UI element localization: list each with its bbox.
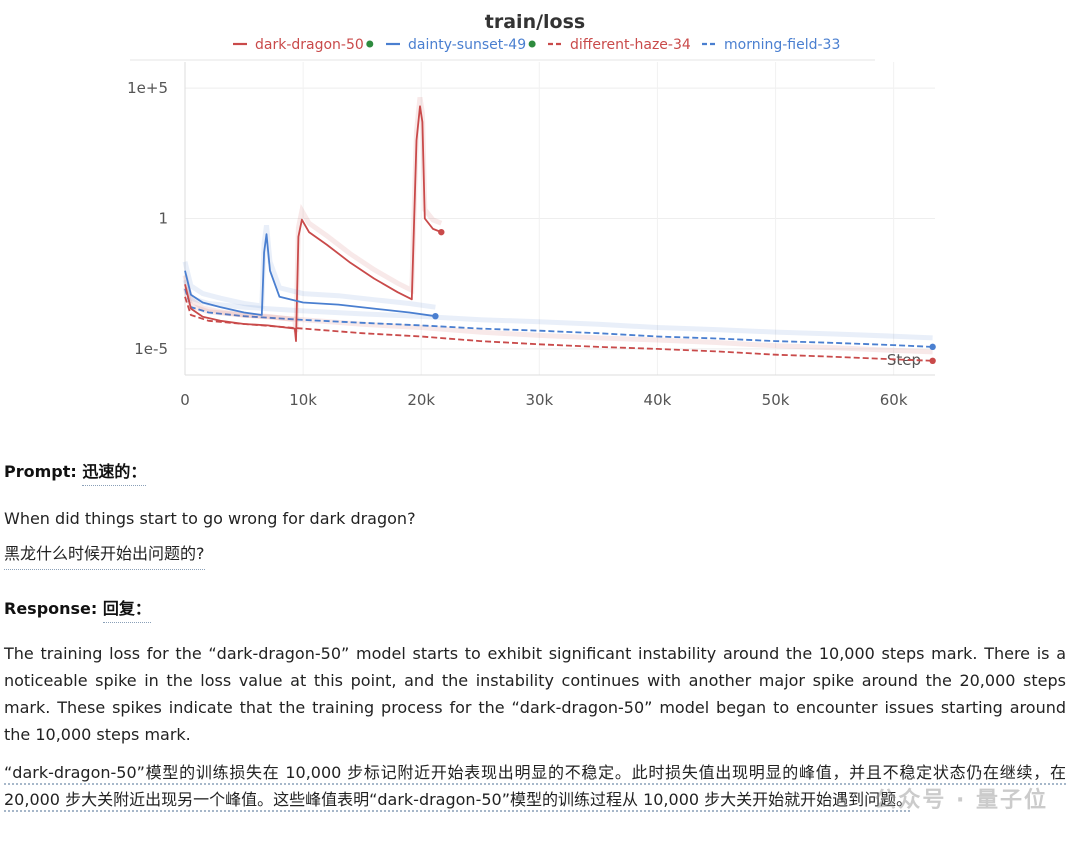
series-line [184,105,442,343]
prompt-label-zh: 迅速的： [82,462,147,486]
x-tick-label: 50k [762,391,790,409]
chart-svg: train/loss dark-dragon-50 dainty-sunset-49… [127,11,936,409]
answer-zh: “dark-dragon-50”模型的训练损失在 10,000 步标记附近开始表… [4,763,1066,809]
y-tick-label: 1 [158,210,168,228]
series-end-point [929,343,936,351]
x-tick-label: 10k [289,391,317,409]
bottom-fade [0,808,1080,843]
legend-label: dainty-sunset-49 [408,37,526,53]
answer-en: The training loss for the “dark-dragon-5… [4,644,1066,744]
x-tick-label: 60k [880,391,908,409]
series-end-point [929,357,936,365]
series-line [184,288,933,348]
prompt-label: Prompt: [4,462,77,481]
x-tick-label: 20k [407,391,435,409]
prompt-heading: Prompt: 迅速的： [4,458,1066,486]
legend-running-dot [366,40,374,48]
legend-label: morning-field-33 [724,37,840,53]
series-noise-band [182,224,436,310]
legend-label: dark-dragon-50 [255,37,364,53]
series-line [184,233,436,318]
series-end-point [438,228,445,236]
loss-chart: train/loss dark-dragon-50 dainty-sunset-49… [0,0,1080,420]
response-label: Response: [4,599,98,618]
series-end-point [432,312,439,320]
legend-running-dot [528,40,536,48]
response-heading: Response: 回复： [4,595,1066,623]
x-tick-label: 0 [180,391,190,409]
y-tick-label: 1e+5 [127,79,168,97]
chart-title: train/loss [485,11,585,33]
x-tick-label: 30k [525,391,553,409]
question-zh: 黑龙什么时候开始出问题的? [4,540,205,570]
x-tick-label: 40k [644,391,672,409]
legend-label: different-haze-34 [570,37,691,53]
response-label-zh: 回复： [102,599,151,623]
series-noise-band [182,279,933,341]
series-noise-band [182,97,443,333]
y-tick-label: 1e-5 [134,340,168,358]
question-en: When did things start to go wrong for da… [4,509,416,528]
